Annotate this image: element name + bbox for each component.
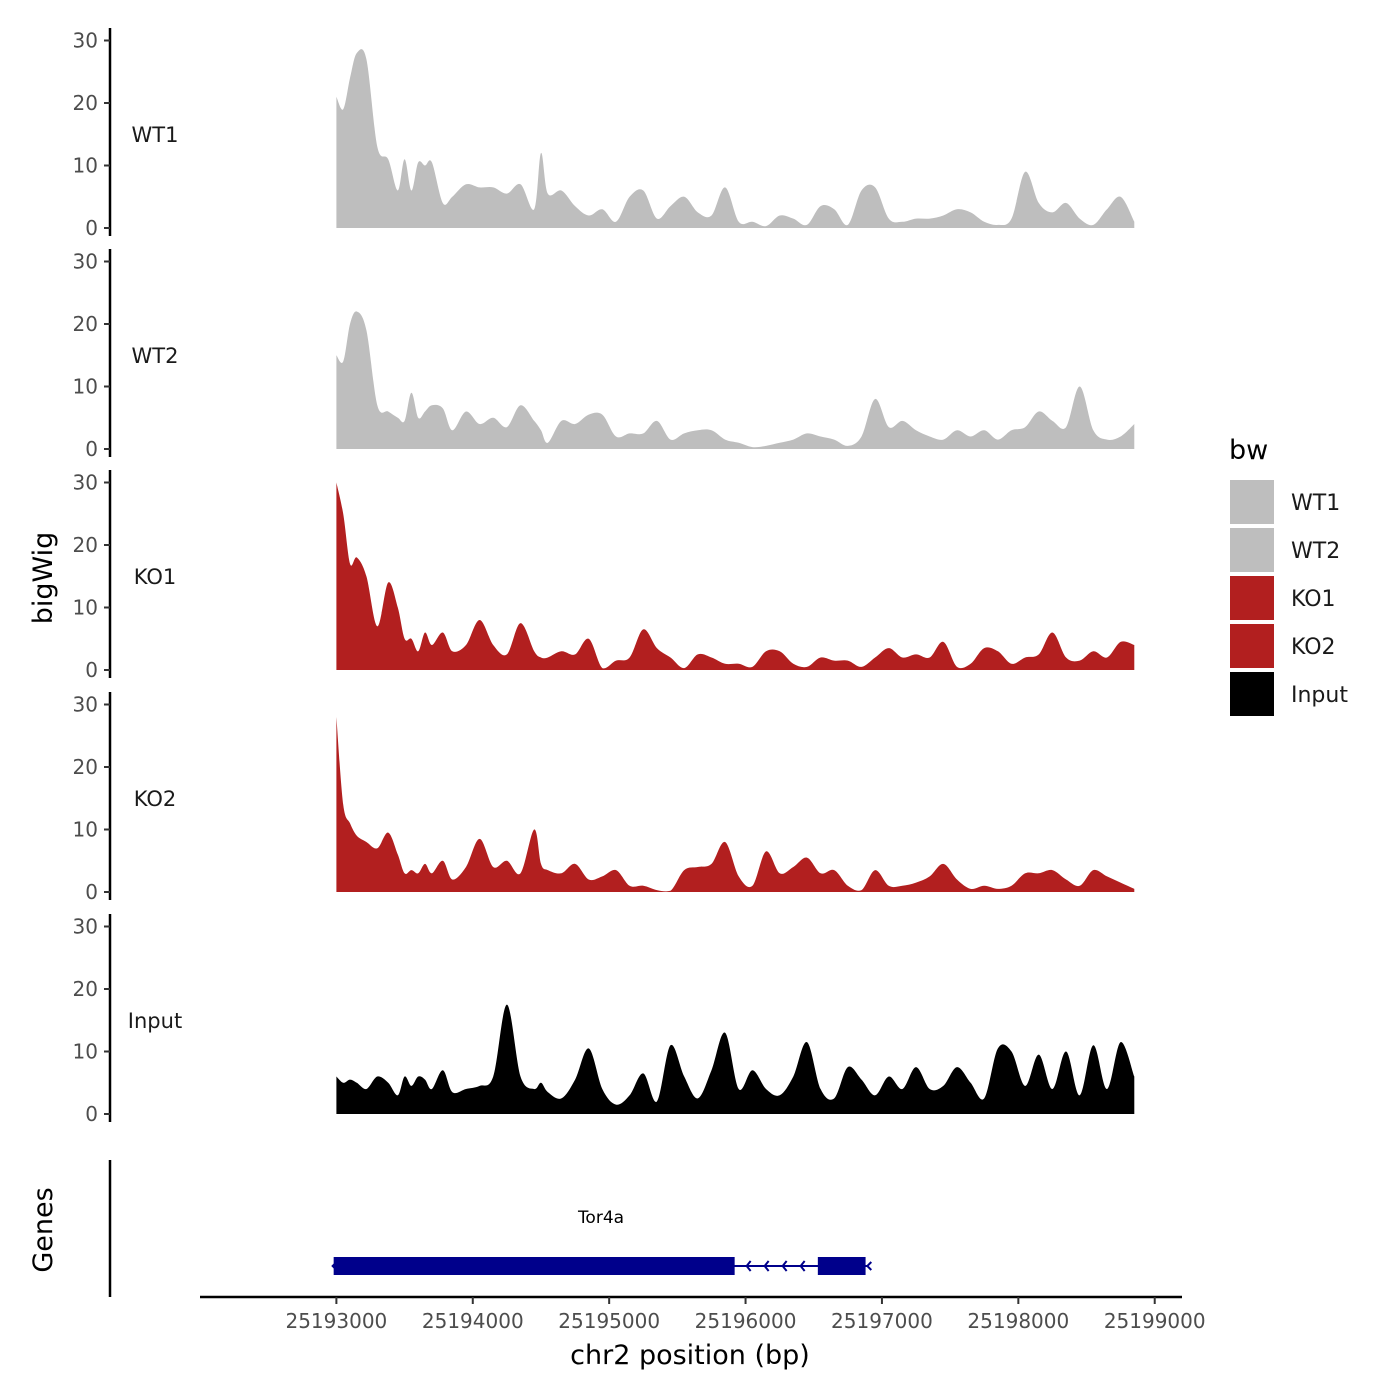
gene-exon-2 <box>817 1257 866 1275</box>
y-tick-label: 20 <box>73 91 98 115</box>
strand-arrow <box>799 1260 806 1272</box>
track-label-wt2: WT2 <box>132 344 179 368</box>
track-ko1: 0 10 20 30 KO1 <box>73 470 1135 682</box>
y-tick-label: 20 <box>73 312 98 336</box>
track-wt2: 0 10 20 30 WT2 <box>73 249 1135 461</box>
area-ko1 <box>336 482 1135 670</box>
y-tick-label: 10 <box>73 818 98 842</box>
y-tick-label: 0 <box>85 880 98 904</box>
y-tick-label: 20 <box>73 977 98 1001</box>
legend-key-input <box>1230 672 1274 716</box>
x-tick-label: 25199000 <box>1104 1309 1206 1333</box>
y-tick-label: 10 <box>73 375 98 399</box>
y-tick-label: 10 <box>73 596 98 620</box>
signal-tracks: 0 10 20 30 WT1 0 10 20 30 WT2 0 10 20 30 KO1 0 10 20 30 KO2… <box>73 28 1135 1126</box>
track-label-wt1: WT1 <box>132 123 179 147</box>
area-wt2 <box>336 311 1135 449</box>
gene-end-arrow <box>331 1261 338 1271</box>
strand-arrow <box>745 1260 752 1272</box>
x-tick-label: 25198000 <box>967 1309 1069 1333</box>
y-tick-label: 30 <box>73 693 98 717</box>
x-axis: 25193000 25194000 25195000 25196000 25197000… <box>200 1295 1206 1333</box>
track-wt1: 0 10 20 30 WT1 <box>73 28 1135 240</box>
area-ko2 <box>336 717 1135 892</box>
gene-track-title: Genes <box>28 1187 59 1272</box>
track-input: 0 10 20 30 Input <box>73 914 1135 1126</box>
y-tick-label: 20 <box>73 533 98 557</box>
y-tick-label: 10 <box>73 1040 98 1064</box>
track-label-ko1: KO1 <box>134 565 177 589</box>
legend-key-wt2 <box>1230 528 1274 572</box>
legend-key-ko2 <box>1230 624 1274 668</box>
gene-name-label: Tor4a <box>577 1208 624 1228</box>
x-axis-title: chr2 position (bp) <box>570 1340 810 1371</box>
x-tick-label: 25194000 <box>422 1309 524 1333</box>
legend-label-ko1: KO1 <box>1291 587 1336 612</box>
y-tick-label: 0 <box>85 437 98 461</box>
track-ko2: 0 10 20 30 KO2 <box>73 692 1135 904</box>
y-tick-label: 30 <box>73 471 98 495</box>
y-tick-label: 0 <box>85 1102 98 1126</box>
gene-end-arrow <box>865 1261 873 1271</box>
legend-label-ko2: KO2 <box>1291 635 1336 660</box>
area-wt1 <box>336 49 1135 228</box>
legend-label-wt1: WT1 <box>1291 491 1340 516</box>
legend-title: bw <box>1229 435 1268 466</box>
legend-key-wt1 <box>1230 480 1274 524</box>
gene-exon-1 <box>333 1257 735 1275</box>
legend-key-ko1 <box>1230 576 1274 620</box>
y-tick-label: 20 <box>73 755 98 779</box>
y-tick-label: 0 <box>85 216 98 240</box>
y-tick-label: 10 <box>73 154 98 178</box>
y-tick-label: 30 <box>73 250 98 274</box>
legend-label-wt2: WT2 <box>1291 539 1340 564</box>
track-label-input: Input <box>128 1009 182 1033</box>
strand-arrow <box>781 1260 788 1272</box>
strand-arrow <box>763 1260 770 1272</box>
x-tick-label: 25196000 <box>695 1309 797 1333</box>
area-input <box>336 1004 1135 1114</box>
gene-track: Genes Tor4a <box>28 1160 873 1297</box>
y-tick-label: 0 <box>85 658 98 682</box>
y-axis-title: bigWig <box>28 532 59 625</box>
legend-label-input: Input <box>1291 683 1348 708</box>
track-label-ko2: KO2 <box>134 787 177 811</box>
x-tick-label: 25195000 <box>558 1309 660 1333</box>
legend: bw WT1 WT2 KO1 KO2 Input <box>1229 435 1348 716</box>
x-tick-label: 25193000 <box>285 1309 387 1333</box>
y-tick-label: 30 <box>73 29 98 53</box>
y-tick-label: 30 <box>73 915 98 939</box>
x-tick-label: 25197000 <box>831 1309 933 1333</box>
